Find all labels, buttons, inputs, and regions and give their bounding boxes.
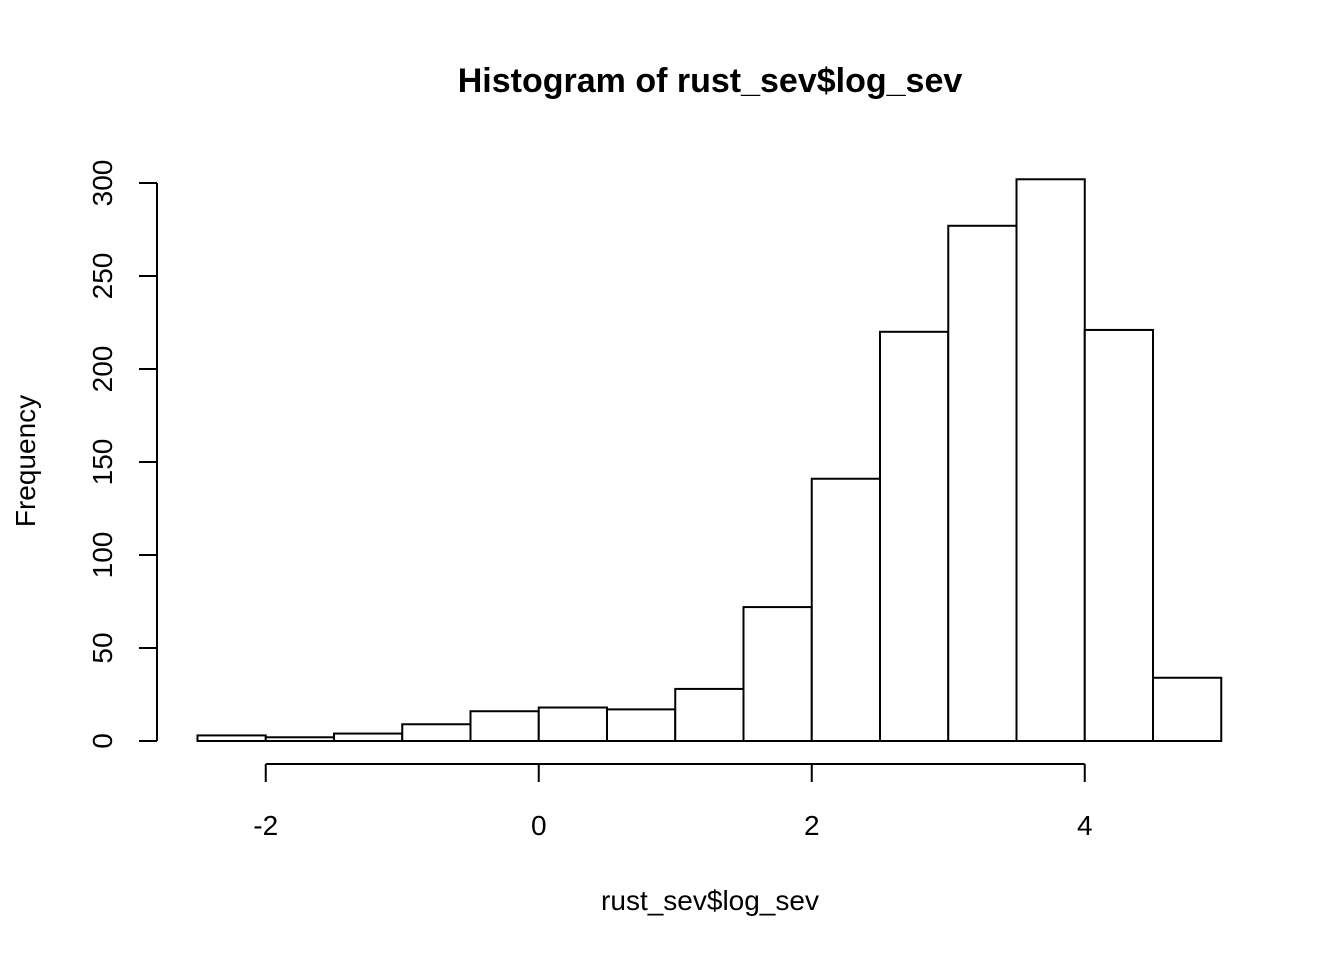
histogram-bar [1083, 328, 1154, 742]
x-tick-label: 2 [804, 810, 820, 841]
histogram-bar [1152, 676, 1223, 743]
y-tick-label: 200 [87, 346, 118, 393]
histogram-bar [469, 710, 540, 742]
histogram-bar [674, 687, 745, 742]
histogram-bar [1015, 178, 1086, 742]
y-axis: 0 50 100 150 200 250 300 [87, 160, 158, 749]
x-tick-label: -2 [253, 810, 278, 841]
histogram-bar [401, 723, 472, 743]
histogram-bar [537, 706, 608, 743]
chart-title: Histogram of rust_sev$log_sev [458, 62, 963, 100]
y-axis-label: Frequency [10, 395, 41, 527]
bars-group [196, 178, 1223, 743]
histogram-bar [810, 477, 881, 742]
histogram-bar [606, 708, 677, 743]
histogram-bar [947, 224, 1018, 742]
y-tick-label: 0 [87, 733, 118, 749]
x-axis: -2 0 2 4 [253, 763, 1093, 841]
histogram-bar [333, 732, 404, 742]
histogram-bar [196, 734, 267, 742]
x-tick-label: 4 [1077, 810, 1093, 841]
x-axis-label: rust_sev$log_sev [601, 885, 819, 916]
y-tick-label: 250 [87, 253, 118, 300]
histogram-bar [879, 330, 950, 742]
x-tick-label: 0 [531, 810, 547, 841]
y-tick-label: 50 [87, 632, 118, 663]
histogram-bar [742, 606, 813, 743]
y-tick-label: 100 [87, 532, 118, 579]
y-tick-label: 300 [87, 160, 118, 207]
y-tick-label: 150 [87, 439, 118, 486]
histogram-bar [264, 736, 335, 743]
